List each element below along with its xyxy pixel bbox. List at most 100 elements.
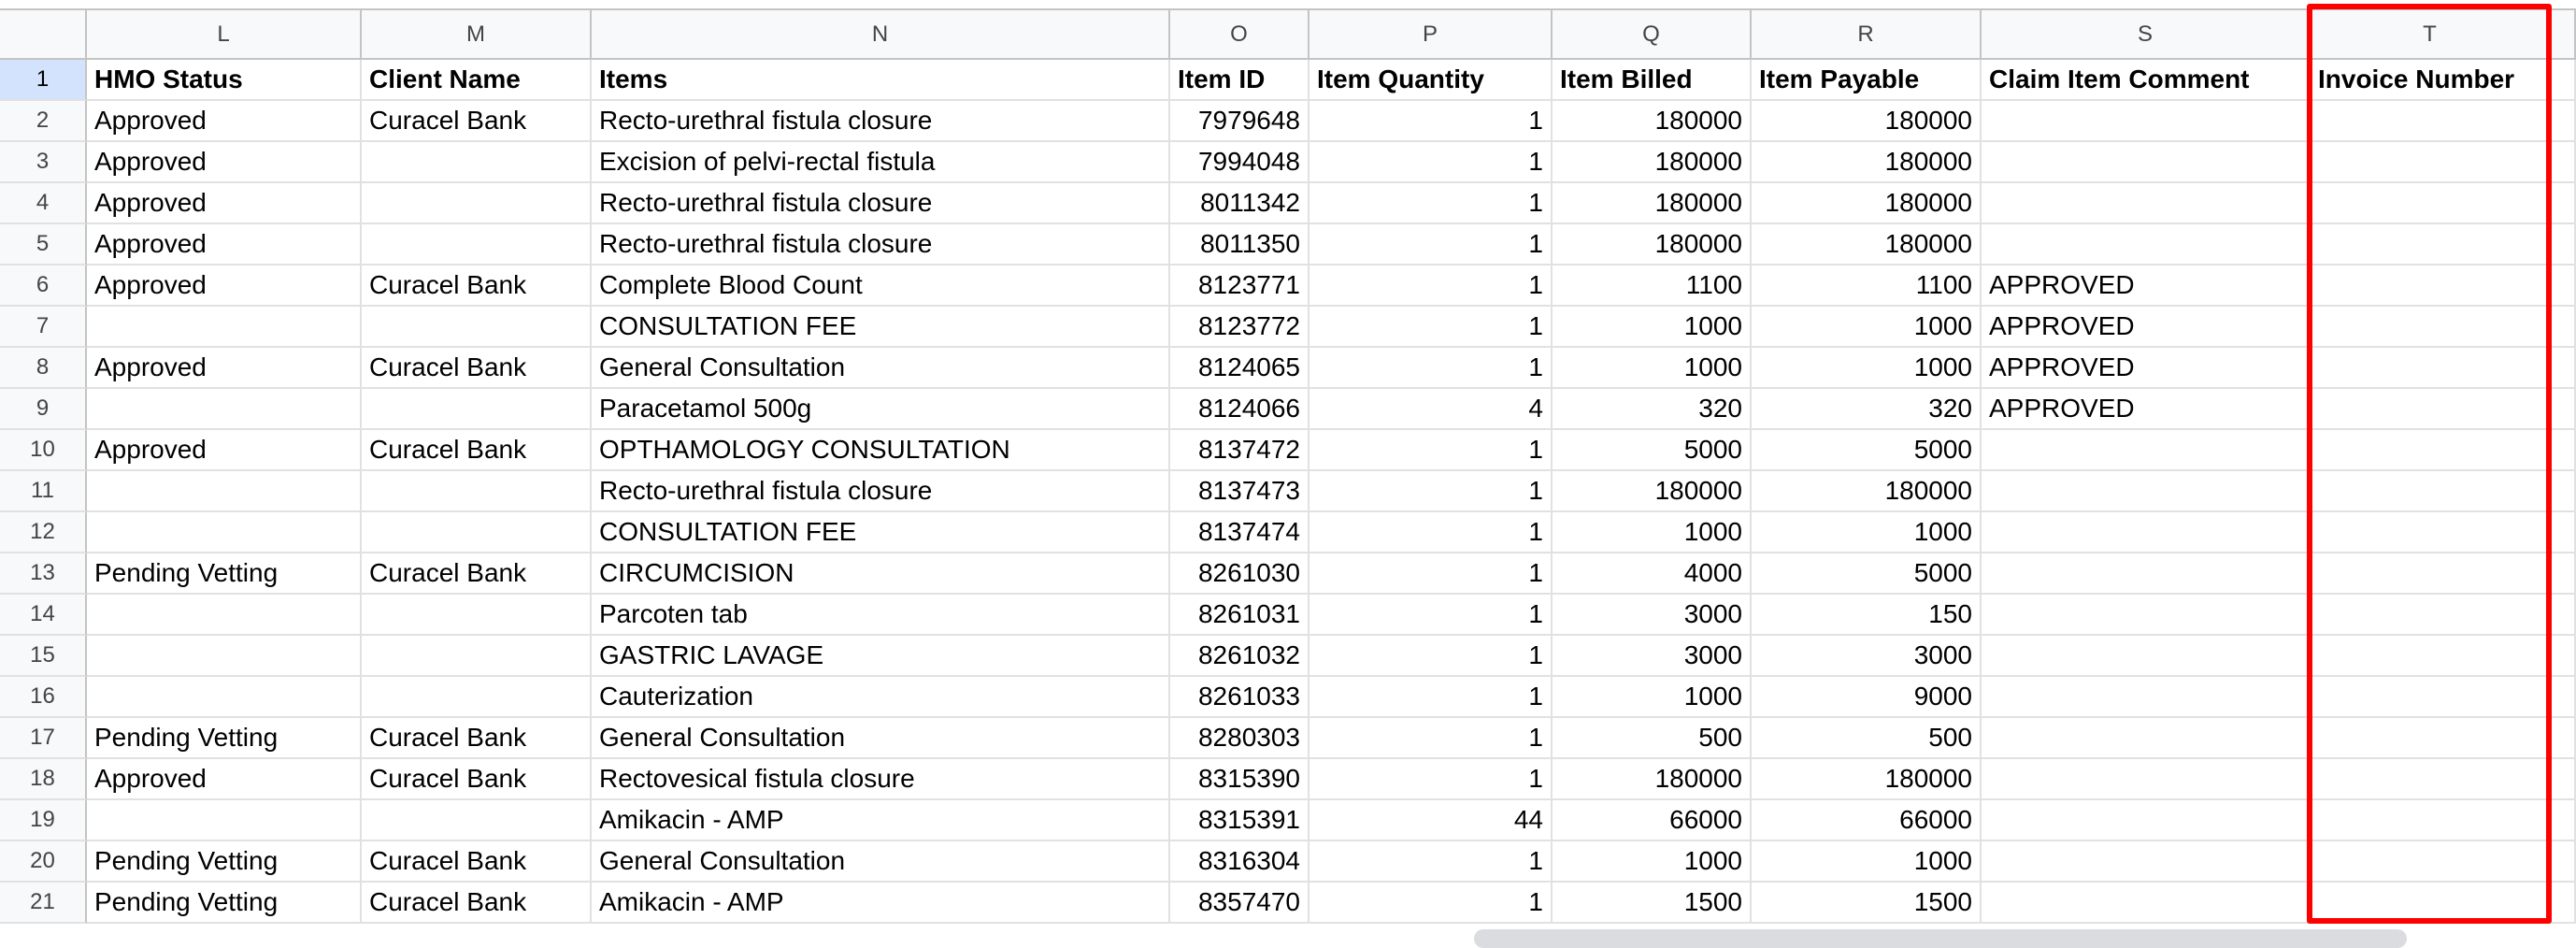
- table-cell[interactable]: Approved: [87, 183, 362, 224]
- table-cell[interactable]: [362, 512, 592, 553]
- row-header[interactable]: 15: [0, 636, 87, 677]
- header-cell[interactable]: Items: [592, 60, 1170, 101]
- table-cell[interactable]: Complete Blood Count: [592, 266, 1170, 307]
- table-cell[interactable]: Curacel Bank: [362, 759, 592, 800]
- table-cell[interactable]: 1: [1309, 677, 1553, 718]
- table-cell[interactable]: Recto-urethral fistula closure: [592, 101, 1170, 142]
- table-cell[interactable]: 66000: [1553, 800, 1752, 841]
- table-cell[interactable]: 3000: [1553, 636, 1752, 677]
- table-cell[interactable]: [87, 512, 362, 553]
- table-cell[interactable]: 8315391: [1170, 800, 1309, 841]
- table-cell[interactable]: 4: [1309, 389, 1553, 430]
- table-cell[interactable]: 7994048: [1170, 142, 1309, 183]
- empty-cell[interactable]: [2551, 348, 2576, 389]
- table-cell[interactable]: [362, 636, 592, 677]
- row-header[interactable]: 6: [0, 266, 87, 307]
- table-cell[interactable]: 1000: [1553, 348, 1752, 389]
- column-header-L[interactable]: L: [87, 10, 362, 60]
- table-cell[interactable]: Amikacin - AMP: [592, 883, 1170, 924]
- table-cell[interactable]: [1982, 677, 2311, 718]
- table-cell[interactable]: [362, 142, 592, 183]
- row-header[interactable]: 3: [0, 142, 87, 183]
- table-cell[interactable]: [1982, 553, 2311, 595]
- table-cell[interactable]: 180000: [1752, 183, 1982, 224]
- table-cell[interactable]: Pending Vetting: [87, 553, 362, 595]
- table-cell[interactable]: 8261031: [1170, 595, 1309, 636]
- table-cell[interactable]: [362, 471, 592, 512]
- table-cell[interactable]: [87, 800, 362, 841]
- table-cell[interactable]: Curacel Bank: [362, 266, 592, 307]
- table-cell[interactable]: APPROVED: [1982, 266, 2311, 307]
- empty-cell[interactable]: [2551, 101, 2576, 142]
- table-cell[interactable]: 8123771: [1170, 266, 1309, 307]
- empty-cell[interactable]: [2551, 883, 2576, 924]
- table-cell[interactable]: [362, 224, 592, 266]
- table-cell[interactable]: 1: [1309, 512, 1553, 553]
- table-cell[interactable]: 1: [1309, 718, 1553, 759]
- empty-cell[interactable]: [2551, 759, 2576, 800]
- table-cell[interactable]: [1982, 512, 2311, 553]
- table-cell[interactable]: [362, 389, 592, 430]
- empty-cell[interactable]: [2551, 841, 2576, 883]
- table-cell[interactable]: 8137474: [1170, 512, 1309, 553]
- table-cell[interactable]: [87, 595, 362, 636]
- table-cell[interactable]: Cauterization: [592, 677, 1170, 718]
- table-cell[interactable]: 1000: [1752, 307, 1982, 348]
- table-cell[interactable]: 7979648: [1170, 101, 1309, 142]
- table-cell[interactable]: 66000: [1752, 800, 1982, 841]
- table-cell[interactable]: 5000: [1752, 553, 1982, 595]
- table-cell[interactable]: 320: [1752, 389, 1982, 430]
- table-cell[interactable]: Curacel Bank: [362, 101, 592, 142]
- table-cell[interactable]: 9000: [1752, 677, 1982, 718]
- header-cell[interactable]: HMO Status: [87, 60, 362, 101]
- table-cell[interactable]: 8123772: [1170, 307, 1309, 348]
- table-cell[interactable]: 180000: [1752, 759, 1982, 800]
- table-cell[interactable]: 1: [1309, 266, 1553, 307]
- header-cell[interactable]: Item Billed: [1553, 60, 1752, 101]
- table-cell[interactable]: [362, 307, 592, 348]
- empty-cell[interactable]: [2551, 553, 2576, 595]
- empty-cell[interactable]: [2551, 389, 2576, 430]
- table-cell[interactable]: 320: [1553, 389, 1752, 430]
- table-cell[interactable]: 1000: [1752, 841, 1982, 883]
- table-cell[interactable]: APPROVED: [1982, 389, 2311, 430]
- table-cell[interactable]: 1: [1309, 759, 1553, 800]
- header-cell[interactable]: Item ID: [1170, 60, 1309, 101]
- table-cell[interactable]: 1: [1309, 142, 1553, 183]
- empty-cell[interactable]: [2551, 307, 2576, 348]
- table-cell[interactable]: 180000: [1553, 759, 1752, 800]
- empty-cell[interactable]: [2551, 60, 2576, 101]
- table-cell[interactable]: 1000: [1553, 677, 1752, 718]
- table-cell[interactable]: CIRCUMCISION: [592, 553, 1170, 595]
- table-cell[interactable]: [1982, 883, 2311, 924]
- row-header[interactable]: 11: [0, 471, 87, 512]
- table-cell[interactable]: 5000: [1752, 430, 1982, 471]
- table-cell[interactable]: 1: [1309, 471, 1553, 512]
- table-cell[interactable]: 180000: [1553, 142, 1752, 183]
- table-cell[interactable]: 1: [1309, 307, 1553, 348]
- table-cell[interactable]: 3000: [1553, 595, 1752, 636]
- table-cell[interactable]: 1: [1309, 183, 1553, 224]
- table-cell[interactable]: 1: [1309, 101, 1553, 142]
- row-header[interactable]: 14: [0, 595, 87, 636]
- table-cell[interactable]: 8124066: [1170, 389, 1309, 430]
- table-cell[interactable]: [1982, 759, 2311, 800]
- table-cell[interactable]: [1982, 224, 2311, 266]
- row-header[interactable]: 7: [0, 307, 87, 348]
- table-cell[interactable]: [1982, 142, 2311, 183]
- column-header-N[interactable]: N: [592, 10, 1170, 60]
- table-cell[interactable]: Approved: [87, 348, 362, 389]
- table-cell[interactable]: [87, 307, 362, 348]
- table-cell[interactable]: 1: [1309, 348, 1553, 389]
- table-cell[interactable]: Parcoten tab: [592, 595, 1170, 636]
- table-cell[interactable]: [1982, 101, 2311, 142]
- row-header[interactable]: 4: [0, 183, 87, 224]
- table-cell[interactable]: 180000: [1752, 101, 1982, 142]
- table-cell[interactable]: 4000: [1553, 553, 1752, 595]
- header-cell[interactable]: Invoice Number: [2311, 60, 2551, 101]
- table-cell[interactable]: [87, 471, 362, 512]
- table-cell[interactable]: Recto-urethral fistula closure: [592, 224, 1170, 266]
- row-header[interactable]: 8: [0, 348, 87, 389]
- table-cell[interactable]: 1000: [1553, 841, 1752, 883]
- table-cell[interactable]: Curacel Bank: [362, 430, 592, 471]
